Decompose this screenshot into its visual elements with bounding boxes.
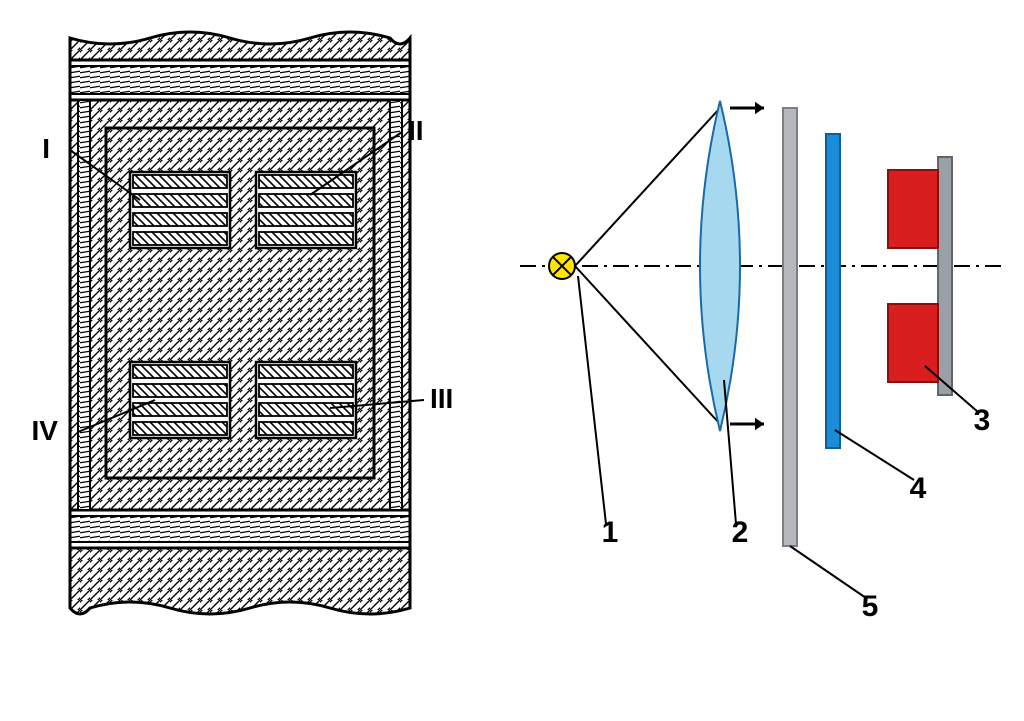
- label-num-4: 4: [910, 472, 927, 505]
- label-num-3: 3: [974, 404, 991, 437]
- label-num-2: 2: [732, 516, 749, 549]
- label-II: II: [408, 115, 424, 146]
- leader-5: [790, 546, 866, 598]
- ray-top: [575, 108, 720, 266]
- label-num-5: 5: [862, 590, 879, 623]
- detector-block-top: [888, 170, 938, 248]
- label-III: III: [430, 383, 453, 414]
- box-IV: [130, 362, 230, 438]
- lens: [700, 101, 740, 431]
- leader-2: [724, 380, 736, 524]
- diagram-canvas: IIIIIIIV12345: [0, 0, 1024, 721]
- left-figure: IIIIIIIV: [32, 32, 454, 614]
- label-IV: IV: [32, 415, 59, 446]
- plate-4: [826, 134, 840, 448]
- label-num-1: 1: [602, 516, 619, 549]
- leader-1: [578, 276, 606, 524]
- detector-back: [938, 157, 952, 395]
- ray-bottom: [575, 266, 720, 424]
- right-figure: 1 2 3 4 5: [520, 101, 1006, 623]
- box-II: [256, 172, 356, 248]
- box-I: [130, 172, 230, 248]
- plate-5: [783, 108, 797, 546]
- leader-4: [835, 430, 914, 480]
- label-I: I: [42, 133, 50, 164]
- box-III: [256, 362, 356, 438]
